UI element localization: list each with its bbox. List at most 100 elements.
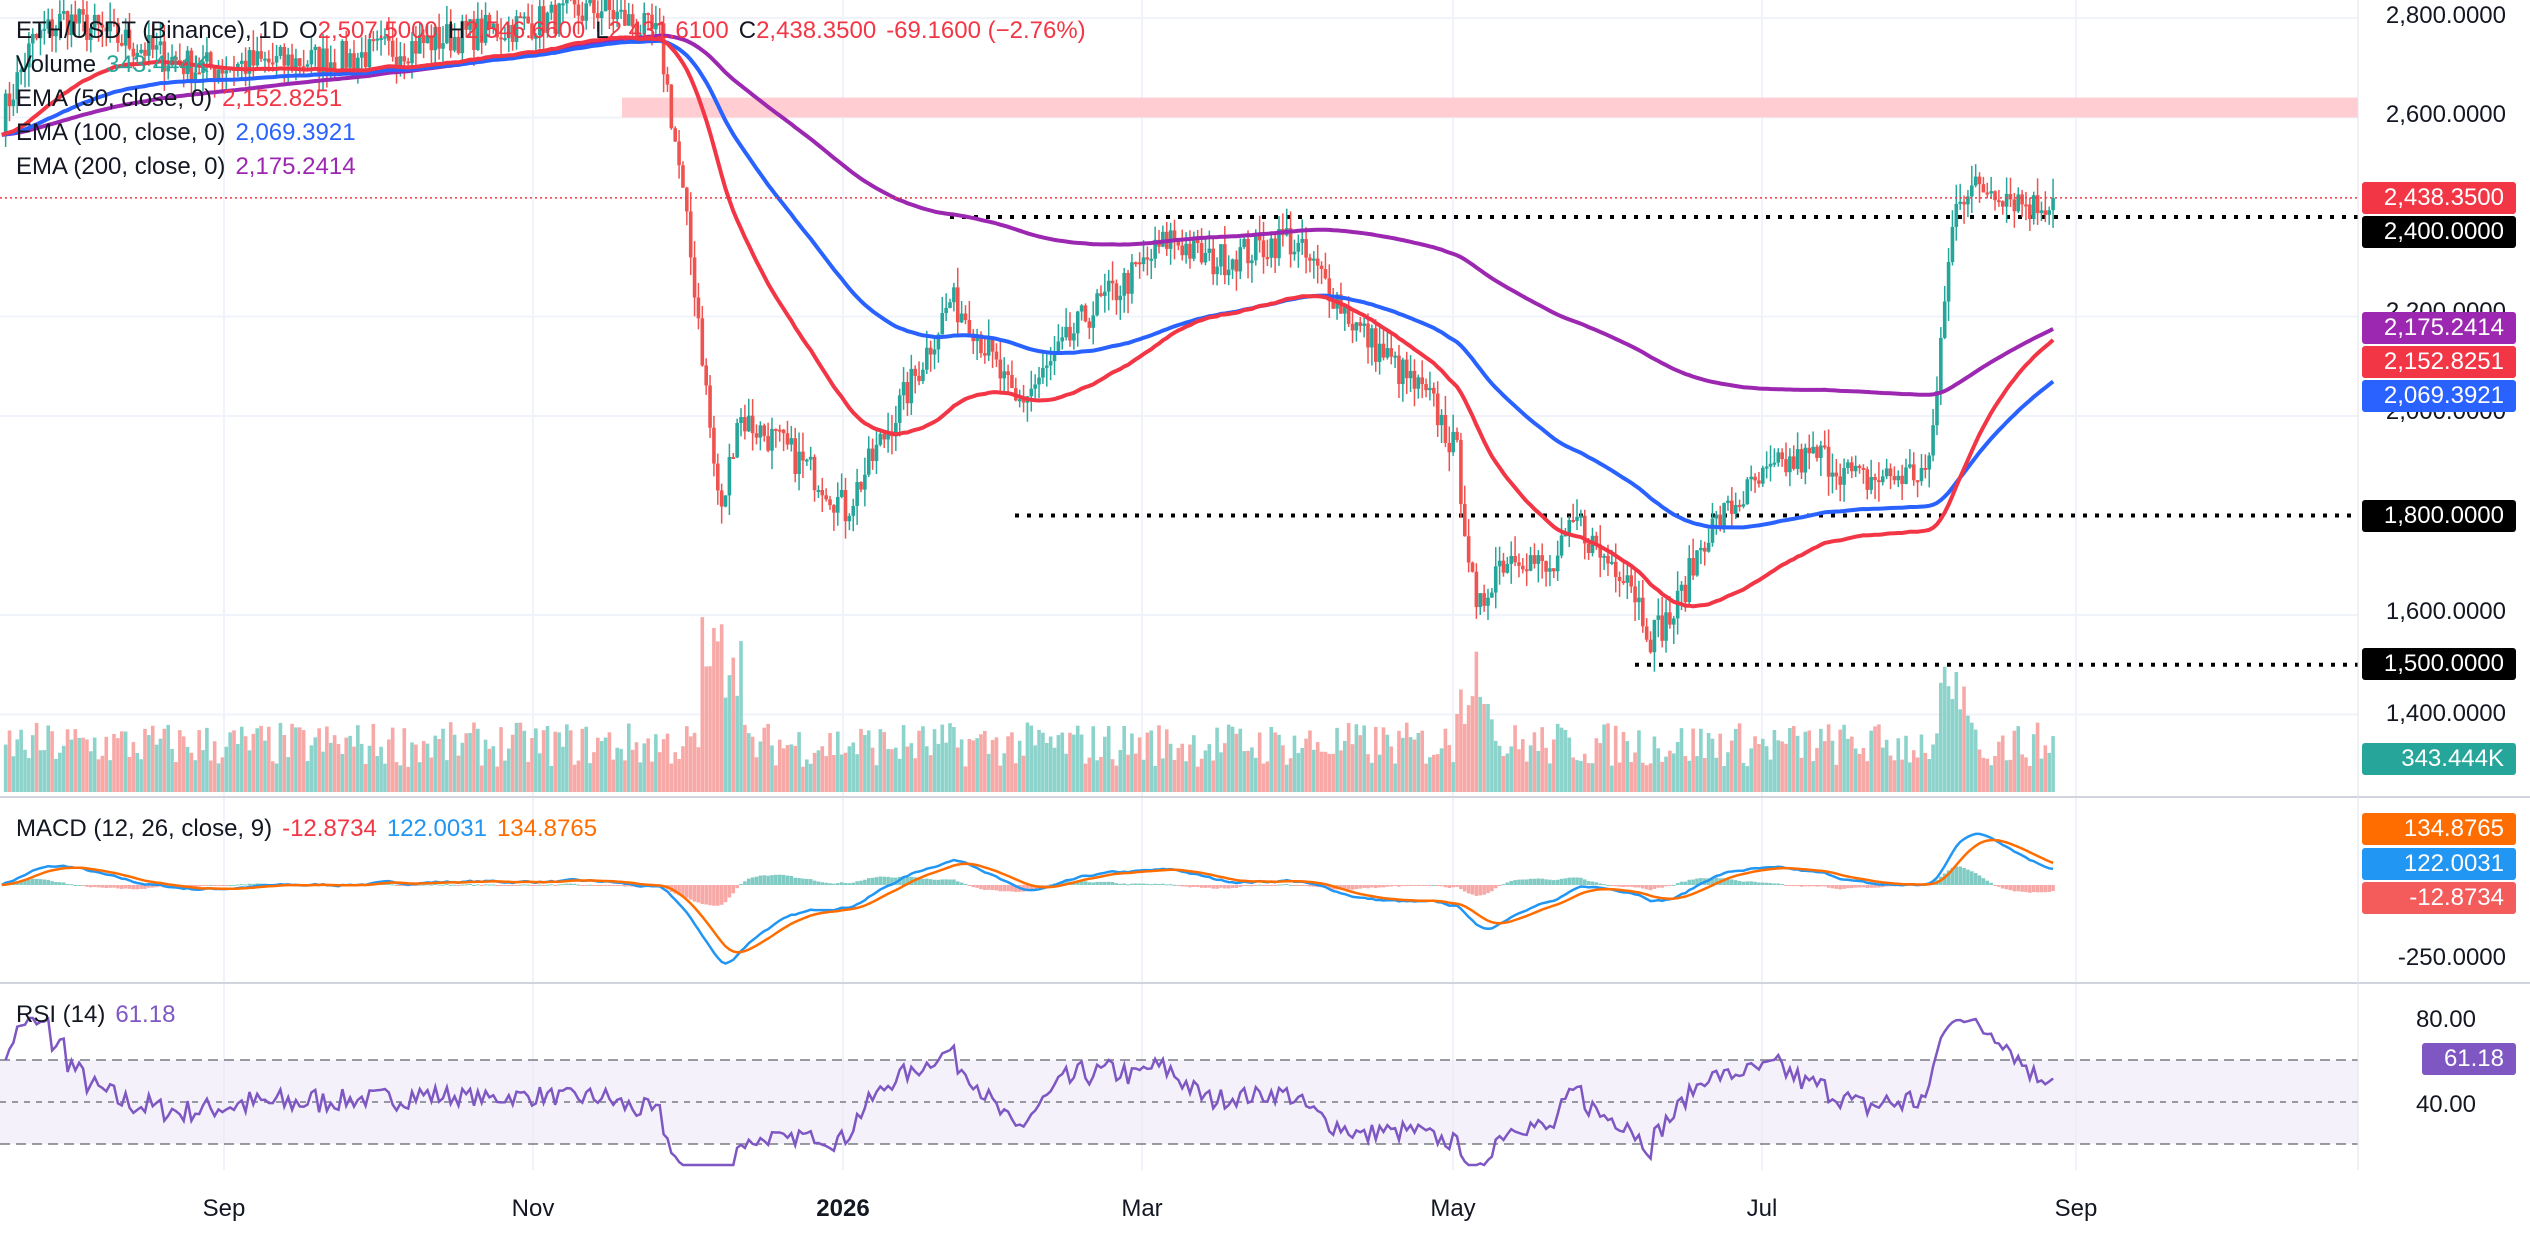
volume-bar bbox=[1842, 724, 1846, 792]
volume-bar bbox=[1911, 750, 1916, 792]
candle-body bbox=[874, 444, 879, 461]
candle-body bbox=[828, 499, 832, 506]
volume-bar bbox=[1598, 743, 1603, 792]
volume-bar bbox=[634, 742, 639, 792]
macd-hist-bar bbox=[859, 880, 863, 885]
volume-bar bbox=[1540, 727, 1544, 792]
macd-hist-bar bbox=[27, 879, 31, 885]
volume-bar bbox=[878, 729, 883, 792]
volume-bar bbox=[1103, 736, 1107, 792]
candle-body bbox=[54, 28, 58, 37]
volume-bar bbox=[294, 727, 298, 792]
pane-separators bbox=[0, 0, 2530, 1170]
macd-hist-bar bbox=[1652, 885, 1657, 889]
volume-bar bbox=[1617, 762, 1622, 792]
volume-bar bbox=[1323, 751, 1328, 792]
candle-body bbox=[526, 16, 530, 24]
volume-bar bbox=[452, 734, 457, 792]
volume-bar bbox=[924, 746, 929, 792]
macd-hist-bar bbox=[2035, 885, 2040, 893]
macd-hist-bar bbox=[1133, 883, 1138, 885]
volume-bar bbox=[1559, 727, 1564, 792]
volume-bar bbox=[162, 728, 167, 792]
macd-hist-bar bbox=[843, 883, 848, 885]
volume-bar bbox=[514, 722, 519, 792]
macd-hist-bar bbox=[971, 885, 976, 888]
candle-body bbox=[1315, 258, 1320, 266]
candle-body bbox=[715, 463, 720, 491]
macd-hist-bar bbox=[1602, 884, 1606, 886]
macd-hist-bar bbox=[243, 884, 248, 886]
ema50-line bbox=[1, 35, 2055, 609]
candle-body bbox=[104, 27, 109, 32]
macd-hist-bar bbox=[1188, 885, 1192, 888]
candle-body bbox=[561, 3, 565, 6]
candle-body bbox=[1052, 352, 1057, 362]
candle-body bbox=[1277, 229, 1281, 259]
macd-hist-bar bbox=[479, 885, 484, 886]
candle-body bbox=[777, 429, 782, 432]
volume-bar bbox=[835, 731, 840, 792]
macd-signal-line bbox=[1, 838, 2054, 954]
macd-hist-bar bbox=[499, 885, 503, 886]
macd-hist-bar bbox=[88, 885, 93, 888]
candle-body bbox=[344, 41, 349, 68]
volume-bar bbox=[1149, 730, 1154, 792]
candle-body bbox=[383, 36, 387, 39]
volume-bar bbox=[553, 731, 558, 792]
candle-body bbox=[1296, 242, 1301, 252]
volume-bar bbox=[777, 739, 782, 792]
macd-hist-bar bbox=[1641, 885, 1645, 889]
macd-hist-bar bbox=[1145, 883, 1150, 885]
macd-hist-bar bbox=[1432, 884, 1436, 886]
macd-hist-bar bbox=[1985, 880, 1990, 885]
macd-hist-bar bbox=[851, 882, 856, 885]
volume-bar bbox=[263, 740, 267, 792]
candle-body bbox=[657, 22, 662, 25]
volume-bar bbox=[1428, 757, 1432, 792]
volume-bar bbox=[1257, 732, 1262, 792]
macd-hist-bar bbox=[421, 884, 426, 886]
volume-bar bbox=[1358, 735, 1363, 792]
volume-bar bbox=[754, 757, 759, 792]
volume-bar bbox=[1834, 764, 1839, 792]
candle-body bbox=[2047, 210, 2051, 215]
volume-bar bbox=[623, 760, 627, 792]
macd-hist-bar bbox=[727, 885, 732, 898]
macd-hist-bar bbox=[456, 885, 461, 886]
macd-hist-bar bbox=[1199, 885, 1204, 888]
candle-body bbox=[1110, 280, 1115, 284]
candle-body bbox=[1010, 375, 1014, 389]
volume-bar bbox=[468, 733, 472, 792]
volume-bar bbox=[1207, 744, 1212, 792]
macd-hist-bar bbox=[576, 884, 581, 886]
volume-bar bbox=[847, 746, 852, 792]
volume-bar bbox=[193, 760, 198, 792]
candle-body bbox=[1966, 196, 1970, 205]
candle-body bbox=[1633, 586, 1637, 603]
candle-body bbox=[1544, 561, 1548, 572]
volume-bar bbox=[1075, 725, 1080, 792]
horizontal-levels bbox=[950, 215, 2358, 667]
candle-body bbox=[1706, 542, 1711, 552]
candle-body bbox=[313, 46, 318, 51]
volume-bar bbox=[483, 739, 488, 792]
volume-bar bbox=[290, 723, 294, 792]
macd-hist-bar bbox=[1385, 885, 1390, 887]
macd-hist-bar bbox=[584, 885, 588, 886]
candle-body bbox=[2020, 194, 2024, 205]
candle-body bbox=[1420, 377, 1424, 384]
volume-bar bbox=[147, 735, 151, 792]
volume-bar bbox=[1551, 739, 1556, 792]
macd-hist-bar bbox=[247, 883, 252, 885]
volume-bar bbox=[189, 752, 194, 792]
macd-line-value: 122.0031 bbox=[386, 815, 487, 842]
volume-bar bbox=[181, 736, 186, 792]
candle-body bbox=[514, 16, 519, 42]
candle-body bbox=[1269, 238, 1274, 258]
candle-body bbox=[1880, 476, 1885, 483]
candle-body bbox=[770, 428, 774, 451]
candle-body bbox=[812, 456, 817, 491]
volume-bar bbox=[1648, 763, 1653, 792]
